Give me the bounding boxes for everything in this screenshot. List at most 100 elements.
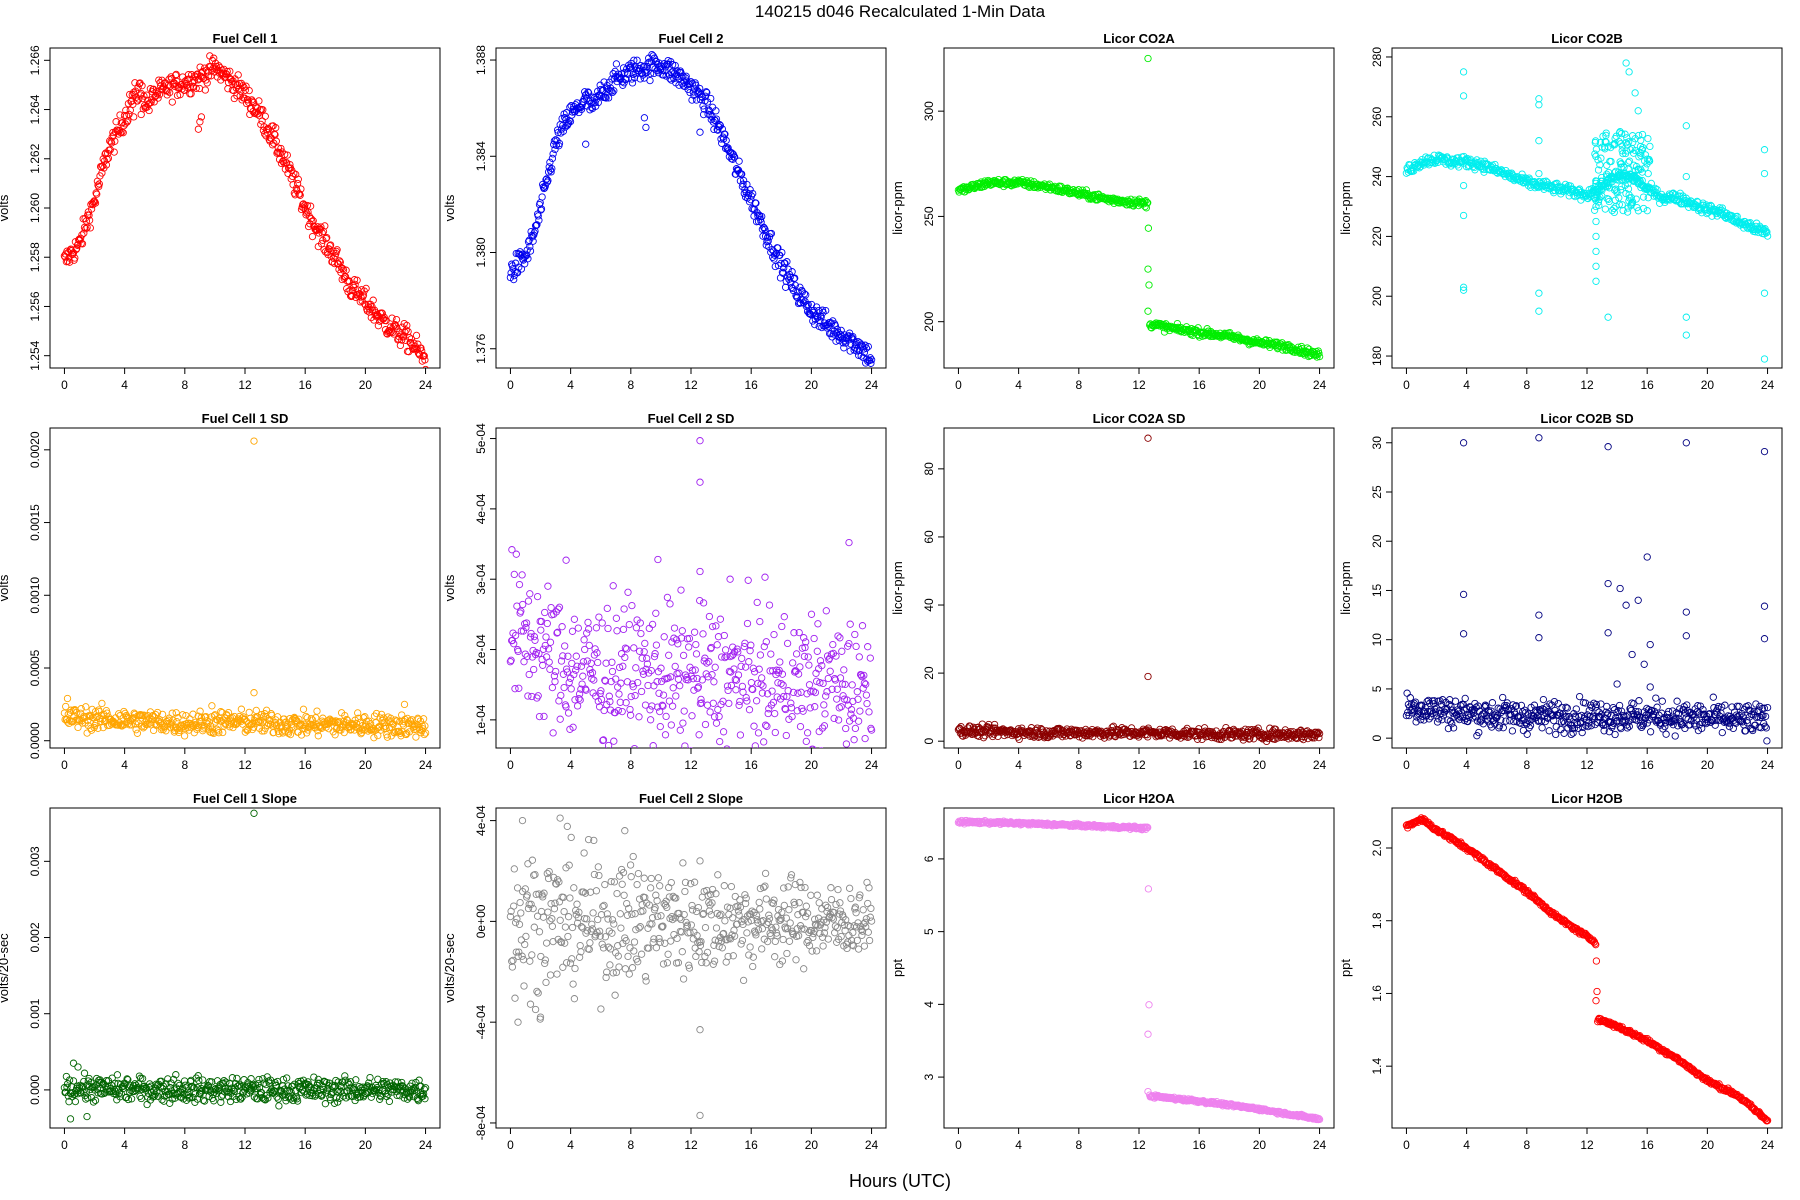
data-point — [1535, 634, 1543, 642]
data-point — [86, 224, 94, 232]
data-point — [537, 205, 546, 213]
data-point — [788, 712, 796, 721]
x-tick-label: 4 — [1463, 758, 1470, 772]
x-tick-label: 12 — [1580, 758, 1594, 772]
data-point — [705, 658, 713, 666]
data-point — [583, 629, 591, 637]
data-point — [796, 722, 805, 731]
data-point — [584, 618, 592, 627]
data-point — [721, 646, 730, 654]
data-point — [1604, 579, 1612, 588]
data-point — [1625, 138, 1633, 146]
data-point — [1575, 692, 1584, 701]
data-point — [671, 61, 679, 70]
data-point — [768, 687, 776, 695]
data-point — [618, 707, 626, 716]
data-point — [592, 624, 601, 632]
data-point — [705, 106, 713, 114]
data-point — [789, 688, 798, 697]
data-point — [1144, 54, 1152, 63]
data-point — [284, 729, 293, 738]
data-point — [98, 169, 106, 177]
data-point — [1459, 211, 1468, 220]
data-point — [745, 706, 754, 714]
data-point — [507, 656, 515, 664]
data-point — [535, 712, 544, 721]
data-point — [226, 67, 234, 75]
data-point — [621, 644, 630, 652]
data-point — [818, 747, 824, 748]
x-tick-label: 0 — [955, 758, 962, 772]
data-point — [179, 82, 187, 90]
data-point — [652, 641, 661, 649]
data-point — [1622, 59, 1630, 67]
data-point — [537, 626, 545, 634]
data-point — [849, 332, 857, 341]
data-point — [730, 153, 739, 161]
y-tick-label: 0.001 — [28, 998, 42, 1028]
data-point — [862, 344, 871, 352]
data-point — [317, 240, 326, 248]
data-point — [1445, 700, 1453, 709]
data-point — [1625, 194, 1634, 202]
y-tick-label: 5 — [1370, 685, 1384, 692]
data-point — [722, 136, 730, 145]
data-point — [1539, 695, 1548, 704]
data-point — [828, 753, 834, 759]
data-point — [1760, 704, 1768, 712]
data-point — [1641, 151, 1650, 159]
data-point — [250, 98, 258, 107]
data-point — [756, 651, 765, 659]
data-point — [378, 309, 386, 317]
data-point — [103, 155, 111, 163]
data-point — [818, 661, 826, 670]
data-point — [779, 681, 787, 689]
data-point — [580, 636, 588, 644]
data-point — [956, 724, 964, 732]
data-point — [73, 244, 81, 253]
data-point — [758, 674, 766, 682]
data-point — [688, 747, 693, 748]
data-point — [703, 88, 711, 97]
data-point — [1595, 708, 1603, 716]
data-point — [517, 627, 526, 635]
data-point — [612, 675, 620, 683]
data-point — [332, 717, 340, 725]
data-point — [727, 681, 736, 690]
data-point — [1611, 186, 1619, 194]
data-point — [712, 622, 720, 630]
data-point — [1581, 699, 1590, 707]
data-point — [1682, 313, 1690, 321]
data-point — [759, 682, 767, 690]
x-tick-label: 20 — [805, 758, 819, 772]
plot-frame — [49, 807, 441, 1129]
data-point — [290, 169, 298, 178]
data-point — [1637, 149, 1645, 157]
data-point — [548, 154, 557, 163]
data-point — [642, 665, 650, 673]
data-point — [559, 652, 567, 660]
data-point — [545, 658, 553, 666]
data-point — [732, 676, 741, 684]
data-point — [623, 645, 631, 653]
data-point — [276, 149, 284, 157]
data-point — [1420, 708, 1429, 716]
data-point — [1725, 722, 1734, 731]
data-point — [582, 686, 590, 694]
data-point — [99, 155, 107, 163]
data-point — [192, 84, 200, 92]
data-point — [1559, 717, 1568, 725]
data-point — [575, 694, 583, 703]
data-point — [299, 724, 307, 733]
y-tick-label: 1.264 — [28, 94, 42, 124]
data-point — [767, 650, 775, 658]
data-point — [794, 288, 802, 296]
x-tick-label: 8 — [1075, 758, 1082, 772]
y-tick-label: 0.002 — [28, 922, 42, 952]
data-point — [625, 64, 633, 72]
data-point — [168, 709, 176, 717]
y-tick-label: 1.262 — [28, 143, 42, 173]
x-tick-label: 24 — [1761, 758, 1775, 772]
data-point — [1535, 169, 1543, 178]
data-point — [626, 63, 635, 71]
